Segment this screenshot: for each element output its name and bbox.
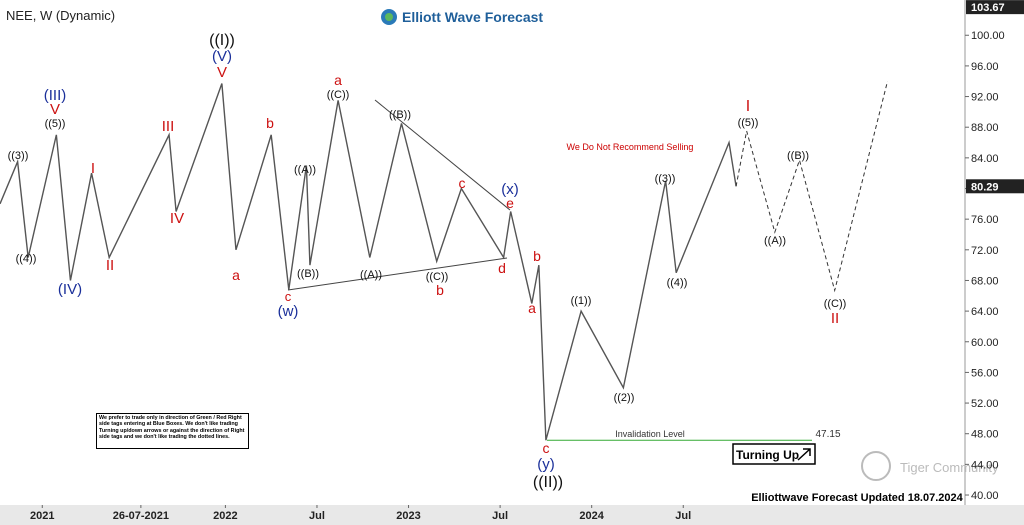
wave-label: II <box>831 310 839 327</box>
wave-label: I <box>91 160 95 177</box>
last-price: 80.29 <box>971 181 999 193</box>
x-tick-label: 2021 <box>30 510 54 522</box>
x-tick-label: Jul <box>309 510 325 522</box>
wave-label: c <box>459 175 466 191</box>
wave-label: ((A)) <box>764 235 786 247</box>
wave-label: ((B)) <box>389 109 411 121</box>
wave-label: (III) <box>44 87 67 104</box>
invalidation-value: 47.15 <box>815 429 840 440</box>
wave-label: c <box>285 289 292 304</box>
disclaimer: We prefer to trade only in direction of … <box>96 413 249 449</box>
wave-label: ((C)) <box>824 298 847 310</box>
wave-label: ((4)) <box>16 253 37 265</box>
chart-title: NEE, W (Dynamic) <box>6 8 115 23</box>
y-tick-label: 52.00 <box>971 398 999 410</box>
wave-label: a <box>528 300 536 316</box>
y-tick-label: 76.00 <box>971 214 999 226</box>
wave-label: e <box>506 195 514 211</box>
wave-label: a <box>334 72 342 88</box>
wave-label: (IV) <box>58 281 82 298</box>
top-price: 103.67 <box>971 2 1005 14</box>
watermark-logo <box>861 451 891 481</box>
invalidation-label: Invalidation Level <box>615 429 685 439</box>
trendline <box>374 99 511 211</box>
wave-label: V <box>50 101 60 118</box>
x-tick-label: Jul <box>675 510 691 522</box>
wave-label: ((B)) <box>787 150 809 162</box>
y-tick-label: 100.00 <box>971 30 1005 42</box>
wave-label: (x) <box>501 181 519 198</box>
wave-label: ((4)) <box>667 277 688 289</box>
trendline <box>287 257 508 291</box>
y-tick-label: 48.00 <box>971 429 999 441</box>
wave-label: ((A)) <box>360 269 382 281</box>
note: We Do Not Recommend Selling <box>567 142 694 152</box>
price-line <box>0 83 737 441</box>
wave-label: ((II)) <box>533 474 563 491</box>
wave-label: I <box>746 98 750 115</box>
y-tick-label: 92.00 <box>971 92 999 104</box>
y-tick-label: 96.00 <box>971 61 999 73</box>
watermark: Tiger Community <box>900 460 999 475</box>
x-tick-label: 2023 <box>396 510 420 522</box>
wave-label: ((3)) <box>655 173 676 185</box>
turning-arrow <box>797 448 811 461</box>
wave-label: ((C)) <box>327 89 350 101</box>
wave-label: ((1)) <box>571 295 592 307</box>
y-tick-label: 44.00 <box>971 459 999 471</box>
x-tick-label: 26-07-2021 <box>113 510 169 522</box>
wave-label: (w) <box>278 303 299 320</box>
projection-line <box>735 81 889 293</box>
footer: Elliottwave Forecast Updated 18.07.2024 <box>751 492 963 504</box>
x-tick-label: 2022 <box>213 510 237 522</box>
y-tick-label: 60.00 <box>971 337 999 349</box>
wave-label: c <box>543 440 550 456</box>
wave-label: d <box>498 260 506 276</box>
wave-label: ((3)) <box>8 150 29 162</box>
top-price-box <box>966 0 1024 15</box>
x-axis-bar <box>0 505 1024 525</box>
wave-label: IV <box>170 210 184 227</box>
wave-label: (V) <box>212 48 232 65</box>
wave-label: ((B)) <box>297 268 319 280</box>
x-tick-label: 2024 <box>579 510 604 522</box>
y-tick-label: 88.00 <box>971 122 999 134</box>
wave-label: (y) <box>537 456 555 473</box>
wave-label: ((5)) <box>45 118 66 130</box>
wave-label: b <box>533 248 541 264</box>
y-tick-label: 56.00 <box>971 367 999 379</box>
wave-label: b <box>266 115 274 131</box>
y-tick-label: 72.00 <box>971 245 999 257</box>
brand-logo-inner <box>385 13 393 21</box>
wave-label: V <box>217 64 227 81</box>
wave-label: II <box>106 257 114 274</box>
turning-box <box>732 443 816 465</box>
y-tick-label: 68.00 <box>971 275 999 287</box>
wave-label: b <box>436 282 444 298</box>
y-tick-label: 40.00 <box>971 490 999 502</box>
wave-label: ((5)) <box>738 117 759 129</box>
x-tick-label: Jul <box>492 510 508 522</box>
y-tick-label: 84.00 <box>971 153 999 165</box>
wave-label: ((2)) <box>614 392 635 404</box>
last-price-box <box>966 179 1024 194</box>
wave-label: a <box>232 267 240 283</box>
y-tick-label: 64.00 <box>971 306 999 318</box>
wave-label: III <box>162 118 175 135</box>
wave-label: ((I)) <box>209 32 235 49</box>
turning-label: Turning Up <box>736 448 799 462</box>
brand: Elliott Wave Forecast <box>402 9 543 25</box>
wave-label: ((A)) <box>294 164 316 176</box>
wave-label: ((C)) <box>426 271 449 283</box>
